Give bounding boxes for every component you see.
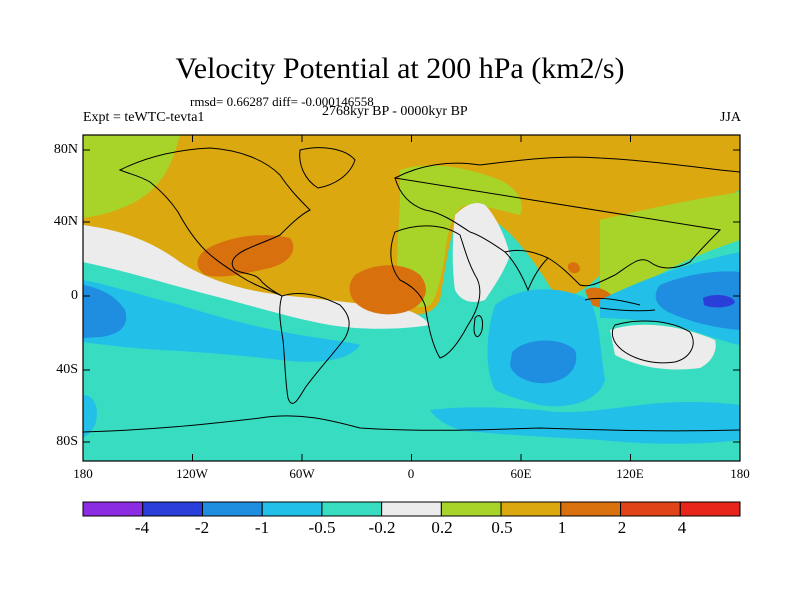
coast-madagascar xyxy=(473,315,483,337)
colorbar-box xyxy=(321,501,383,517)
field-neutral-india xyxy=(452,203,510,302)
coast-eurasia xyxy=(394,156,740,287)
lat-label-40n: 40N xyxy=(53,214,78,229)
lat-label-80s: 80S xyxy=(56,434,78,449)
colorbar-box xyxy=(201,501,263,517)
colorbar-box xyxy=(261,501,323,517)
colorbar-label: -0.5 xyxy=(308,518,336,537)
lon-label-180e: 180 xyxy=(730,466,750,481)
coast-africa xyxy=(390,225,481,359)
colorbar-box xyxy=(560,501,622,517)
coast-greenland xyxy=(299,147,356,189)
colorbar-box xyxy=(500,501,562,517)
lat-label-80n: 80N xyxy=(53,142,78,157)
lat-label-eq: 0 xyxy=(71,288,78,303)
axis-ticks xyxy=(82,135,741,461)
colorbar-label: -0.2 xyxy=(368,518,396,537)
field-neg-sw-corner xyxy=(83,395,97,437)
field-positive-atlantic xyxy=(349,265,426,315)
coast-australia xyxy=(611,320,694,364)
field-neg-indian-core xyxy=(510,340,577,384)
coast-indonesia xyxy=(584,297,656,312)
colorbar-label: 2 xyxy=(617,518,627,537)
contour-field xyxy=(83,135,740,461)
colorbar-label: -4 xyxy=(134,518,150,537)
field-weak-positive-mid xyxy=(397,165,522,308)
colorbar xyxy=(82,501,741,517)
coast-india xyxy=(504,251,549,292)
field-neg-pacific-west xyxy=(83,280,360,362)
field-neutral-band xyxy=(83,225,430,329)
field-neg-strong xyxy=(703,294,735,308)
lon-label-120e: 120E xyxy=(616,466,644,481)
field-neg-southern-ocean xyxy=(430,401,740,444)
colorbar-label: -2 xyxy=(194,518,210,537)
colorbar-box xyxy=(381,501,442,517)
field-weak-positive-east xyxy=(600,192,740,300)
season-label: JJA xyxy=(719,110,741,125)
lon-label-60e: 60E xyxy=(510,466,532,481)
field-neg-pacific-core xyxy=(83,285,127,338)
lon-label-180w: 180 xyxy=(73,466,93,481)
colorbar-box xyxy=(82,501,144,517)
period-label: 2768kyr BP - 0000kyr BP xyxy=(322,104,468,119)
lon-label-60w: 60W xyxy=(289,466,315,481)
colorbar-box xyxy=(440,501,502,517)
field-positive-caribbean xyxy=(197,235,294,277)
colorbar-label: -1 xyxy=(254,518,270,537)
colorbar-box xyxy=(620,501,681,517)
experiment-label: Expt = teWTC-tevta1 xyxy=(83,110,205,125)
colorbar-box xyxy=(679,501,741,517)
coastlines xyxy=(83,147,740,433)
stats-line: rmsd= 0.66287 diff= -0.000146558 xyxy=(190,94,374,109)
coast-antarctica xyxy=(83,415,740,433)
lat-label-40s: 40S xyxy=(56,362,78,377)
lon-label-0: 0 xyxy=(407,466,415,481)
field-positive-small xyxy=(568,262,580,274)
field-neg-east-pacific-core xyxy=(655,271,740,330)
colorbar-label: 4 xyxy=(677,518,687,537)
colorbar-label: 1 xyxy=(557,518,567,537)
colorbar-box xyxy=(142,501,203,517)
colorbar-label: 0.5 xyxy=(491,518,513,537)
lon-label-120w: 120W xyxy=(176,466,208,481)
coast-south-america xyxy=(279,292,350,404)
coast-north-america xyxy=(118,147,311,297)
map-title: Velocity Potential at 200 hPa (km2/s) xyxy=(175,52,625,85)
field-weak-positive-north xyxy=(83,135,180,218)
colorbar-label: 0.2 xyxy=(431,518,453,537)
